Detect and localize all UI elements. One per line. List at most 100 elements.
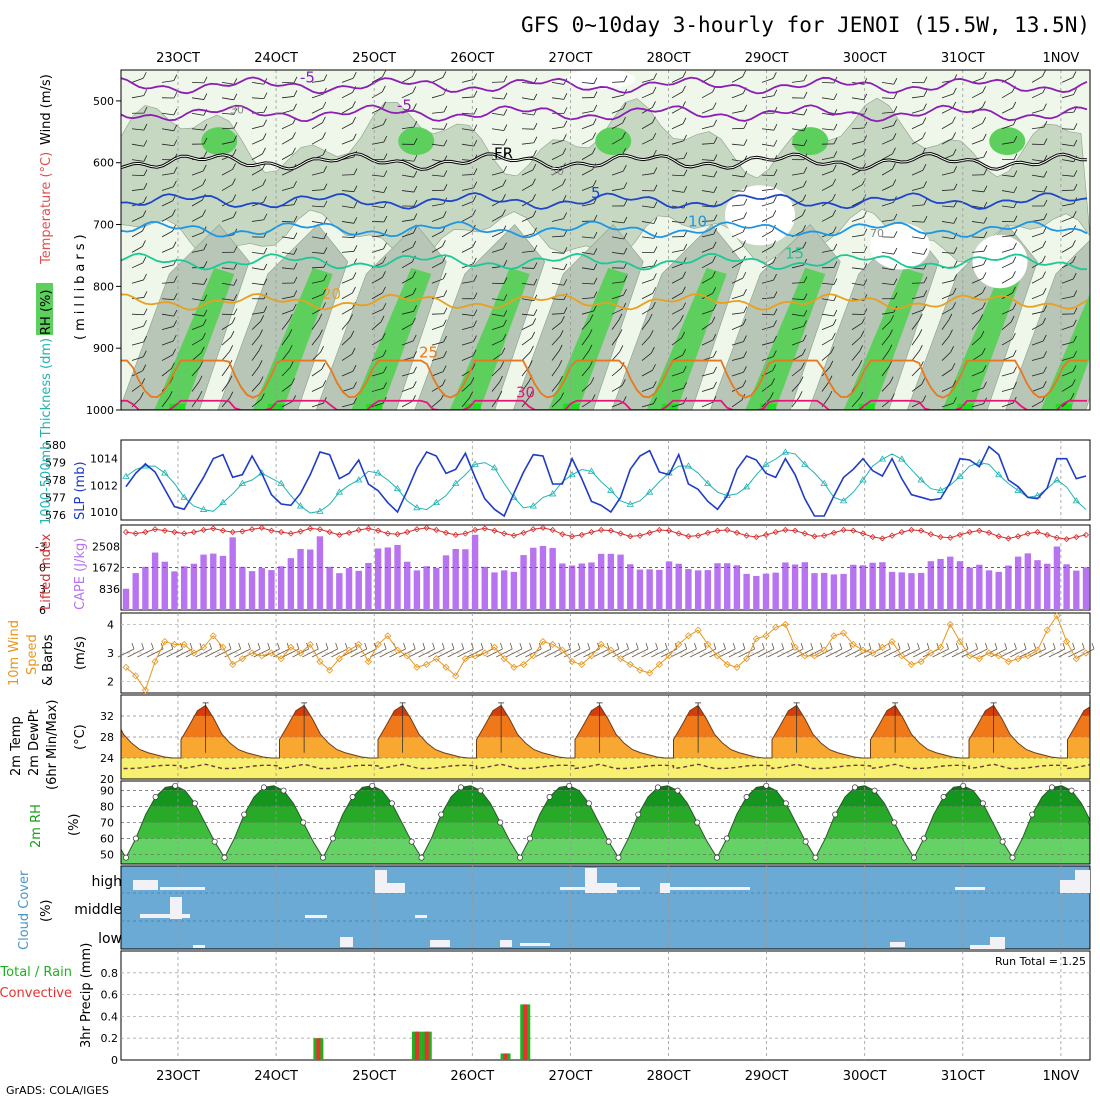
date-label-top: 25OCT: [352, 51, 396, 66]
wind-barb: [701, 333, 717, 346]
wind-barb: [311, 132, 326, 145]
wind-barb: [671, 243, 688, 253]
cloud-amount-block: [305, 915, 327, 918]
wind-barb: [581, 147, 596, 160]
wind10-point: [907, 660, 916, 668]
rh-patch-bright: [169, 403, 186, 410]
wind10-point: [374, 640, 382, 648]
wind-barb: [1001, 153, 1018, 161]
wind-barb: [941, 274, 958, 284]
lifted-index-point: [782, 526, 789, 534]
thickness-line: [125, 451, 1087, 514]
wind-barb: [461, 181, 478, 191]
cape-bar: [947, 556, 954, 610]
lifted-index-point: [1073, 533, 1080, 541]
lifted-index-point: [927, 531, 934, 538]
wind-barb: [911, 313, 923, 330]
isotherm-label: 20: [322, 285, 341, 303]
wind-barb: [281, 132, 296, 145]
rh2m-point: [674, 787, 681, 794]
wind-barb: [461, 195, 477, 207]
rh2m-point: [241, 811, 248, 818]
cloud-amount-block: [1075, 870, 1090, 893]
wind-barb: [461, 309, 478, 317]
wind-barb: [491, 375, 503, 392]
thickness-point: [587, 467, 596, 474]
wind-barb: [971, 381, 987, 392]
tick-label: 800: [93, 280, 114, 293]
cloud-amount-block: [387, 883, 405, 893]
wind10-barb: [234, 642, 251, 658]
wind-barb: [761, 335, 777, 346]
wind-barb: [611, 379, 626, 392]
wind-barb: [1061, 88, 1077, 99]
lifted-index-point: [578, 531, 585, 538]
wind10-point: [306, 640, 314, 648]
cape-bar: [898, 572, 905, 610]
tick-label: 836: [99, 583, 120, 596]
wind-barb: [791, 180, 807, 191]
wind-barb: [161, 74, 178, 83]
wind-barb: [311, 329, 323, 346]
thickness-point: [820, 479, 828, 486]
wind-barb: [641, 184, 658, 192]
wind-barb: [401, 70, 416, 83]
wind-barb: [641, 381, 657, 392]
wind-barb: [791, 139, 808, 147]
precip-panel: 0 0.2 0.4 0.6 0.8 Run Total = 1.25 Total / R…: [0, 943, 1091, 1067]
lifted-index-point: [442, 529, 450, 536]
cloud-amount-block: [660, 883, 670, 893]
wind-barb: [131, 140, 148, 147]
wind-barb: [1001, 382, 1017, 392]
thickness-point: [432, 498, 441, 506]
isotherm: 15: [121, 245, 1088, 271]
wind-barb: [731, 288, 747, 300]
wind-barb: [431, 307, 448, 315]
lifted-index-point: [326, 529, 333, 536]
date-label-top: 30OCT: [843, 51, 887, 66]
rh2m-point: [84, 788, 89, 793]
wind10-point: [917, 658, 925, 666]
wind-barb: [131, 89, 148, 99]
lifted-index-point: [472, 526, 479, 534]
wind-barb: [161, 108, 178, 116]
wind-barb: [281, 147, 296, 160]
cape-bar: [1053, 546, 1061, 610]
isotherm: -5: [121, 70, 1088, 95]
thickness-point: [684, 462, 693, 469]
wind-barb: [611, 289, 627, 300]
wind10-point: [578, 660, 586, 668]
wind-barb: [341, 133, 357, 145]
tick-label: 50: [100, 848, 114, 861]
wind-barb: [851, 121, 868, 130]
lifted-index-point: [753, 533, 760, 541]
wind-barb: [341, 347, 356, 361]
rh-streak-green: [646, 267, 727, 410]
wind-barb: [731, 380, 747, 392]
rh-patch-bright: [464, 403, 481, 410]
date-label-bottom: 29OCT: [745, 1069, 789, 1084]
rh-patch-bright: [267, 403, 284, 410]
wind-barb: [131, 320, 147, 331]
wind-barb: [581, 248, 598, 255]
rh2m-point: [349, 794, 356, 800]
wind-barb: [731, 122, 748, 130]
wind-barb: [431, 139, 448, 147]
rh2m-point: [172, 782, 179, 789]
wind-barb: [221, 108, 238, 115]
thickness-point: [335, 488, 344, 495]
wind-barb: [851, 93, 868, 101]
cape-bar: [966, 567, 973, 610]
wind-barb: [371, 271, 386, 284]
wind-barb: [131, 378, 146, 392]
wind-barb: [221, 246, 238, 253]
rh-streak-green: [154, 267, 235, 410]
wind10-point: [200, 643, 208, 651]
wind-barb: [191, 332, 206, 346]
wind-barb: [221, 135, 238, 145]
tick-label: 1672: [92, 562, 120, 575]
rh2m-point: [389, 800, 395, 807]
date-label-bottom: 23OCT: [156, 1069, 200, 1084]
wind10-barb: [903, 642, 920, 658]
wind10-point: [413, 663, 421, 671]
